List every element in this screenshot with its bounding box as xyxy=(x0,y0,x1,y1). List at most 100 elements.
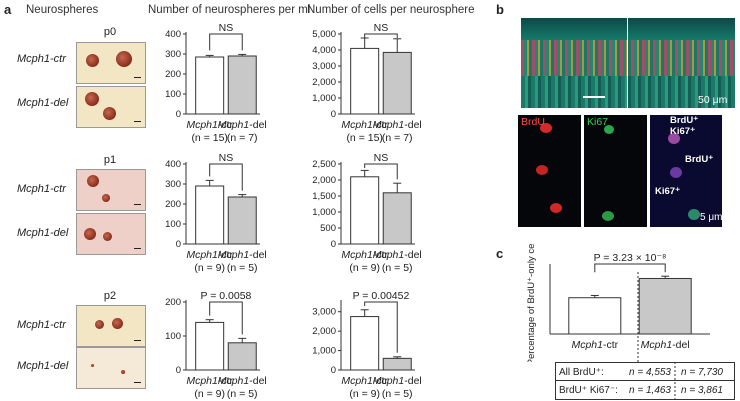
row-label-del-p1: Mcph1-del xyxy=(17,227,69,239)
row-label-ctr-p2: Mcph1-ctr xyxy=(17,319,66,331)
neurosphere-image-p2-ctr xyxy=(76,305,146,347)
y-tick-label: 500 xyxy=(320,223,336,234)
ki67-channel-image xyxy=(584,115,647,227)
y-tick-label: 0 xyxy=(176,365,181,376)
n-label: (n = 9) xyxy=(194,388,225,400)
y-tick-label: 1,000 xyxy=(312,346,336,357)
y-tick-label: 300 xyxy=(165,49,181,60)
channel-label-ki67: Ki67 xyxy=(587,116,609,128)
n-label: (n = 9) xyxy=(194,262,225,274)
brdu-channel-image xyxy=(518,115,581,227)
bar-ctr xyxy=(568,297,622,335)
bar-del xyxy=(382,357,412,371)
y-tick-label: 0 xyxy=(176,239,181,250)
n-label: (n = 15) xyxy=(191,132,227,144)
bar-del xyxy=(227,342,257,371)
y-tick-label: 5,000 xyxy=(312,29,336,40)
channel-label-brdu: BrdU xyxy=(521,116,545,128)
y-tick-label: 3,000 xyxy=(312,307,336,318)
passage-label-p0: p0 xyxy=(103,26,117,38)
neurosphere-image-p1-ctr xyxy=(76,169,146,211)
bar-ctr xyxy=(350,176,380,245)
header-neurospheres: Neurospheres xyxy=(26,4,99,16)
bar-del xyxy=(227,55,257,115)
n-label: (n = 7) xyxy=(382,132,413,144)
n-label: (n = 5) xyxy=(382,262,413,274)
category-label: Mcph1-ctr xyxy=(571,339,618,351)
bar-del xyxy=(227,196,257,245)
significance-label: P = 3.23 × 10⁻⁸ xyxy=(594,252,667,264)
significance-label: NS xyxy=(219,152,234,164)
annotation-brdu-middle: BrdU⁺ xyxy=(685,154,714,165)
annotation-ki67-bottom: Ki67⁺ xyxy=(655,186,681,197)
annotation-ki67-top: Ki67⁺ xyxy=(670,126,696,137)
y-tick-label: 0 xyxy=(331,109,336,120)
y-tick-label: 0 xyxy=(331,239,336,250)
y-tick-label: 4,000 xyxy=(312,45,336,56)
header-cells-per-neurosphere: Number of cells per neurosphere xyxy=(307,4,475,16)
n-label: (n = 9) xyxy=(349,388,380,400)
significance-bracket xyxy=(364,163,398,180)
y-tick-label: 3,000 xyxy=(312,61,336,72)
bar-ctr xyxy=(350,316,380,371)
cortex-section-image xyxy=(521,18,735,108)
panel-a-letter: a xyxy=(4,2,12,17)
chart-c-percentage: Percentage of BrdU⁺-only cells P = 3.23 ×… xyxy=(526,244,710,362)
y-tick-label: 300 xyxy=(165,179,181,190)
table-cell-del: n = 7,730 xyxy=(681,367,723,378)
significance-label: NS xyxy=(374,152,389,164)
row-label-ctr-p1: Mcph1-ctr xyxy=(17,183,66,195)
y-tick-label: 0 xyxy=(331,365,336,376)
significance-label: P = 0.0058 xyxy=(201,290,252,302)
y-tick-label: 2,500 xyxy=(312,159,336,170)
y-tick-label: 100 xyxy=(165,331,181,342)
significance-bracket xyxy=(364,33,398,38)
passage-label-p2: p2 xyxy=(103,290,117,302)
chart-p0-spheres: 0 100 200 300 400 NS Mcph1-ctr(n = 15)Mcph1-de… xyxy=(165,22,267,144)
y-tick-label: 200 xyxy=(165,297,181,308)
y-tick-label: 0 xyxy=(176,109,181,120)
category-label: Mcph1-ctr xyxy=(186,375,233,387)
chart-p2-spheres: 0 100 200 P = 0.0058 Mcph1-ctr(n = 9)Mcph1-d… xyxy=(165,290,267,400)
bar-ctr xyxy=(195,56,225,115)
scale-bar-label-50um: 50 μm xyxy=(698,94,728,106)
category-label: Mcph1-del xyxy=(373,119,422,131)
y-tick-label: 2,000 xyxy=(312,77,336,88)
category-label: Mcph1-del xyxy=(218,375,267,387)
y-tick-label: 200 xyxy=(165,69,181,80)
n-label: (n = 5) xyxy=(227,388,258,400)
significance-bracket xyxy=(209,33,243,51)
row-label-ctr-p0: Mcph1-ctr xyxy=(17,53,66,65)
y-tick-label: 1,000 xyxy=(312,207,336,218)
table-row-label: All BrdU⁺: xyxy=(559,367,604,378)
n-label: (n = 5) xyxy=(227,262,258,274)
table-row-label: BrdU⁺ Ki67⁻: xyxy=(559,385,618,396)
n-label: (n = 7) xyxy=(227,132,258,144)
significance-label: P = 0.00452 xyxy=(353,290,410,302)
header-neurospheres-per-ml: Number of neurospheres per ml xyxy=(148,4,311,16)
category-label: Mcph1-ctr xyxy=(341,249,388,261)
significance-label: NS xyxy=(374,22,389,34)
merged-channel-image xyxy=(650,115,722,227)
counts-table: All BrdU⁺: n = 4,553 n = 7,730 BrdU⁺ Ki67⁻:… xyxy=(555,362,735,400)
passage-label-p1: p1 xyxy=(103,154,117,166)
y-tick-label: 2,000 xyxy=(312,175,336,186)
category-label: Mcph1-del xyxy=(373,375,422,387)
neurosphere-image-p0-ctr xyxy=(76,42,146,84)
table-cell-del: n = 3,861 xyxy=(681,385,723,396)
category-label: Mcph1-ctr xyxy=(186,119,233,131)
chart-p1-spheres: 0 100 200 300 400 NS Mcph1-ctr(n = 9)Mcph1-del… xyxy=(165,152,267,274)
row-label-del-p0: Mcph1-del xyxy=(17,97,69,109)
annotation-brdu-ki67-top: BrdU⁺ xyxy=(670,115,699,126)
image-title-del: Mcph1-del xyxy=(648,3,702,15)
bar-del xyxy=(382,192,412,245)
bar-ctr xyxy=(195,185,225,245)
table-cell-ctr: n = 1,463 xyxy=(629,385,671,396)
scale-bar-label-5um: 5 μm xyxy=(700,212,723,223)
n-label: (n = 9) xyxy=(349,262,380,274)
significance-label: NS xyxy=(219,22,234,34)
panel-c-letter: c xyxy=(496,246,504,261)
y-tick-label: 400 xyxy=(165,29,181,40)
neurosphere-image-p2-del xyxy=(76,347,146,389)
significance-bracket xyxy=(594,263,666,273)
